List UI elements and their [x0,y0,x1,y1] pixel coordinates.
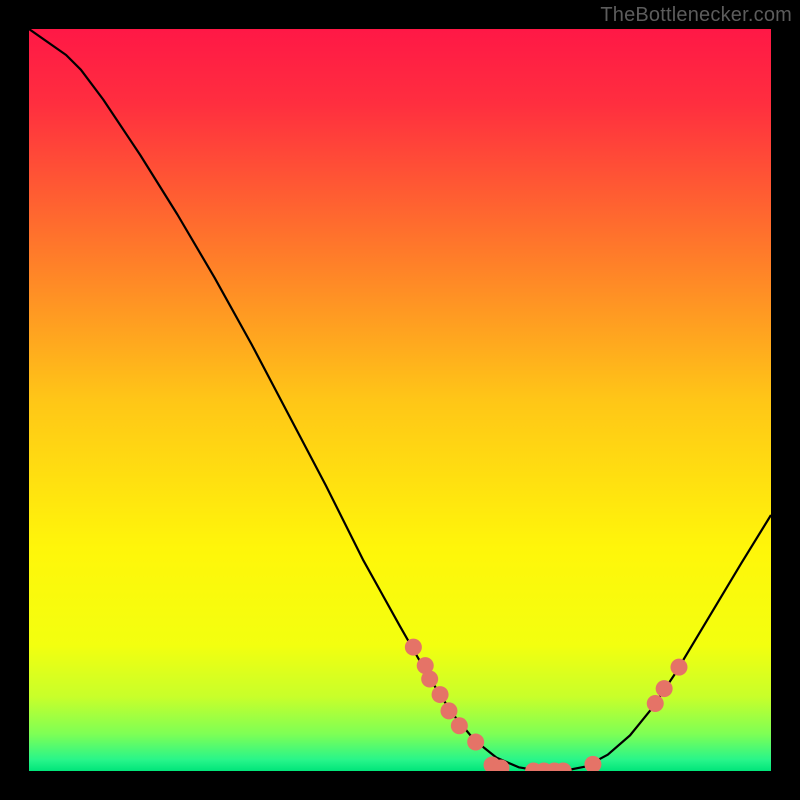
data-marker [440,702,457,719]
data-marker [467,734,484,751]
data-marker [451,717,468,734]
data-marker [656,680,673,697]
source-label: TheBottlenecker.com [600,4,792,27]
data-marker [432,686,449,703]
data-marker [421,670,438,687]
data-marker [670,659,687,676]
plot-background [29,29,771,771]
data-marker [647,695,664,712]
chart-container: TheBottlenecker.com [0,0,800,800]
bottleneck-chart [29,29,771,771]
data-marker [405,639,422,656]
